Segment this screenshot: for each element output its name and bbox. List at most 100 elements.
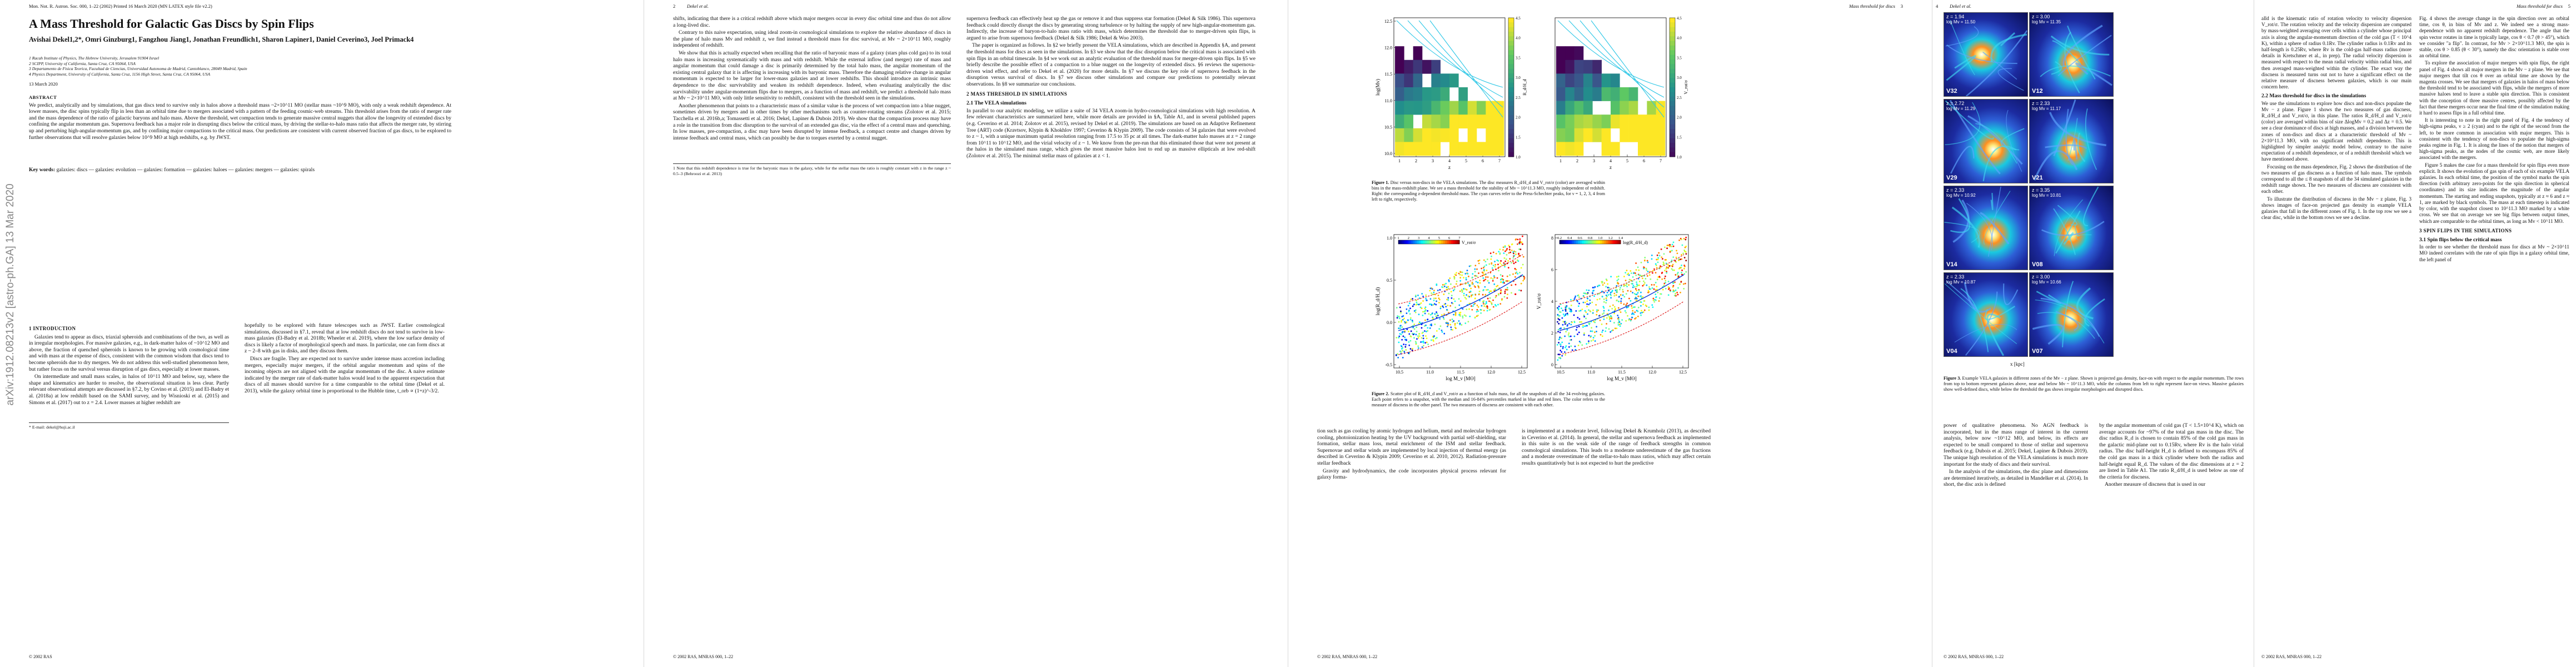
scatter-point bbox=[1557, 331, 1559, 333]
scatter-point bbox=[1515, 253, 1517, 255]
colorbar-segment bbox=[1670, 36, 1675, 42]
heatmap-cell bbox=[1592, 73, 1602, 88]
colorbar-segment bbox=[1508, 32, 1514, 37]
scatter-point bbox=[1652, 297, 1655, 300]
scatter-point bbox=[1506, 287, 1508, 288]
scatter-point bbox=[1610, 297, 1612, 299]
scatter-point bbox=[1487, 280, 1489, 282]
heatmap-cell bbox=[1422, 115, 1432, 129]
heatmap-cell bbox=[1440, 128, 1450, 142]
scatter-point bbox=[1680, 271, 1682, 273]
colorbar-segment bbox=[1592, 240, 1595, 244]
scatter-point bbox=[1423, 330, 1426, 332]
heatmap-cell bbox=[1413, 46, 1423, 61]
heatmap-cell bbox=[1486, 128, 1495, 142]
scatter-point bbox=[1620, 294, 1622, 296]
x-tick-label: 11.0 bbox=[1587, 370, 1595, 375]
scatter-point bbox=[1459, 271, 1462, 273]
scatter-point bbox=[1606, 279, 1608, 281]
scatter-point bbox=[1573, 335, 1576, 337]
footnote: * E-mail: dekel@huji.ac.il bbox=[29, 422, 229, 430]
scatter-point bbox=[1640, 301, 1642, 303]
scatter-point bbox=[1507, 293, 1508, 296]
peak-curve bbox=[1580, 20, 1665, 108]
filament bbox=[2054, 199, 2083, 256]
x-axis-label: log M_v [Mʘ] bbox=[1446, 376, 1476, 381]
scatter-point bbox=[1416, 300, 1418, 302]
scatter-point bbox=[1562, 313, 1564, 315]
scatter-point bbox=[1481, 271, 1483, 273]
scatter-point bbox=[1451, 297, 1453, 299]
scatter-point bbox=[1667, 244, 1670, 246]
heatmap-cell bbox=[1413, 59, 1423, 74]
heatmap-cell bbox=[1565, 115, 1575, 129]
heatmap-cell bbox=[1647, 142, 1656, 156]
page-footer: © 2002 RAS, MNRAS 000, 1–22 bbox=[1317, 654, 1378, 659]
scatter-point bbox=[1511, 250, 1513, 251]
scatter-point bbox=[1672, 241, 1675, 243]
scatter-point bbox=[1400, 312, 1402, 314]
scatter-point bbox=[1417, 347, 1419, 349]
heatmap-cell bbox=[1620, 115, 1629, 129]
panel-redshift: z = 2.33 bbox=[1946, 274, 1965, 280]
colorbar-segment bbox=[1406, 240, 1409, 244]
scatter-point bbox=[1499, 252, 1501, 254]
heatmap-cell bbox=[1628, 87, 1638, 101]
x-tick-label: 11.0 bbox=[1426, 370, 1434, 375]
scatter-point bbox=[1520, 282, 1522, 285]
galaxy-image-panel: z = 1.94 log Mv = 11.50 V32 bbox=[1944, 12, 2028, 97]
scatter-point bbox=[1422, 340, 1424, 342]
scatter-point bbox=[1582, 295, 1585, 297]
colorbar-segment bbox=[1615, 240, 1617, 244]
heatmap-cell bbox=[1611, 87, 1620, 101]
filament bbox=[2062, 281, 2074, 347]
scatter-point bbox=[1677, 258, 1680, 260]
scatter-point bbox=[1432, 303, 1434, 306]
scatter-point bbox=[1459, 300, 1462, 302]
x-tick-label: 12.5 bbox=[1518, 370, 1526, 375]
scatter-point bbox=[1402, 315, 1404, 317]
filament bbox=[2000, 32, 2016, 46]
colorbar-segment bbox=[1508, 87, 1514, 92]
scatter-point bbox=[1418, 313, 1420, 316]
scatter-point bbox=[1559, 357, 1561, 359]
scatter-point bbox=[1469, 265, 1472, 267]
heatmap-cell bbox=[1656, 101, 1666, 115]
filament bbox=[1967, 115, 2023, 165]
scatter-point bbox=[1436, 312, 1438, 315]
peak-curve bbox=[1407, 20, 1503, 98]
scatter-point bbox=[1504, 290, 1506, 292]
scatter-point bbox=[1594, 321, 1596, 323]
scatter-point bbox=[1580, 341, 1582, 344]
scatter-point bbox=[1632, 286, 1634, 288]
scatter-point bbox=[1656, 278, 1658, 281]
scatter-point bbox=[1421, 346, 1423, 348]
scatter-point bbox=[1608, 316, 1611, 318]
scatter-point bbox=[1631, 313, 1633, 315]
heatmap-cell bbox=[1449, 115, 1459, 129]
colorbar-segment bbox=[1670, 115, 1675, 120]
scatter-point bbox=[1613, 306, 1616, 308]
scatter-point bbox=[1427, 344, 1429, 345]
heatmap-cell bbox=[1556, 101, 1566, 115]
colorbar-segment bbox=[1417, 240, 1419, 244]
scatter-point bbox=[1617, 316, 1620, 318]
scatter-point bbox=[1588, 289, 1590, 291]
heatmap-cell bbox=[1404, 142, 1413, 156]
scatter-point bbox=[1647, 290, 1650, 292]
heatmap-cell bbox=[1440, 115, 1450, 129]
scatter-point bbox=[1466, 294, 1468, 296]
scatter-point bbox=[1638, 290, 1640, 292]
x-tick-label: 5 bbox=[1465, 158, 1467, 163]
scatter-point bbox=[1669, 246, 1671, 247]
scatter-point bbox=[1477, 285, 1479, 287]
scatter-point bbox=[1419, 306, 1422, 308]
scatter-point bbox=[1497, 285, 1499, 287]
scatter-point bbox=[1621, 319, 1623, 321]
scatter-point bbox=[1504, 260, 1506, 262]
filament bbox=[1982, 146, 2017, 182]
scatter-point bbox=[1417, 294, 1419, 296]
scatter-point bbox=[1657, 291, 1659, 293]
scatter-point bbox=[1669, 243, 1671, 246]
filament bbox=[1990, 33, 2027, 62]
